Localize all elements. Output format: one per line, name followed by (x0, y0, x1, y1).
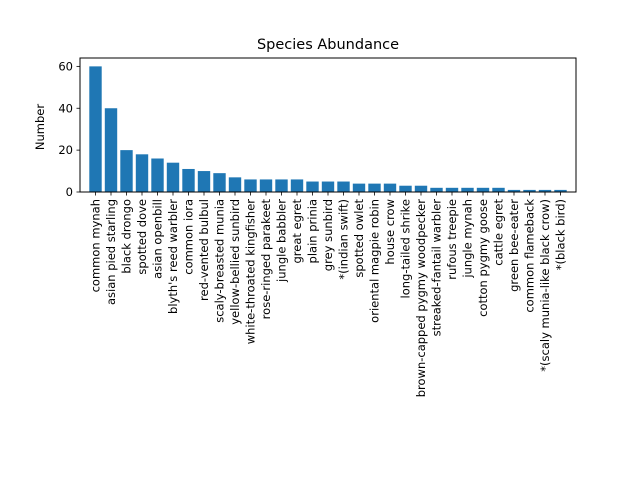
bar (275, 179, 288, 192)
chart-title: Species Abundance (257, 37, 399, 53)
x-tick-label: asian pied starling (104, 199, 118, 305)
y-axis-label: Number (33, 104, 47, 150)
x-tick-label: *(scaly munia-like black crow) (538, 199, 552, 372)
bar (414, 185, 428, 192)
x-tick-label: streaked-fantail warbler (430, 199, 444, 337)
x-tick-label: grey sunbird (321, 199, 335, 271)
bar (104, 108, 118, 192)
plot-frame (79, 57, 577, 193)
x-tick-label: common iora (182, 199, 196, 275)
bar (197, 171, 211, 192)
bar (507, 189, 521, 192)
x-tick-label: rose-ringed parakeet (259, 199, 273, 320)
bar (538, 189, 552, 192)
bar (89, 66, 102, 192)
bar (399, 185, 412, 192)
bar (523, 189, 536, 192)
x-tick-label: long-tailed shrike (399, 199, 413, 298)
bar (244, 179, 257, 192)
x-tick-label: jungle babbler (275, 199, 289, 283)
x-tick-label: cattle egret (492, 199, 506, 266)
bar (182, 168, 195, 192)
bar (120, 150, 133, 192)
x-tick-label: asian openbill (151, 199, 165, 279)
x-tick-label: great egret (290, 199, 304, 264)
y-tick-label: 0 (66, 185, 73, 199)
x-tick-label: black drongo (120, 199, 134, 274)
x-tick-label: blyth's reed warbler (166, 199, 180, 314)
bar (461, 187, 474, 192)
bar (337, 181, 350, 192)
x-tick-label: oriental magpie robin (368, 199, 382, 323)
y-axis: 0 20 40 60 (58, 59, 80, 199)
x-tick-label: spotted owlet (352, 199, 366, 278)
y-tick-label: 20 (58, 143, 73, 157)
x-tick-label: plain prinia (306, 199, 320, 263)
bar (492, 187, 505, 192)
x-tick-label: common flameback (523, 199, 537, 313)
x-tick-label: yellow-bellied sunbird (228, 199, 242, 325)
x-axis: common mynah asian pied starling black dro… (89, 192, 568, 397)
x-tick-label: brown-capped pygmy woodpecker (414, 199, 428, 398)
y-tick-label: 60 (58, 59, 73, 73)
x-tick-label: red-vented bulbul (197, 199, 211, 301)
x-tick-label: *(black bird) (554, 199, 568, 270)
bar (368, 183, 381, 192)
bar (151, 158, 164, 192)
bar (213, 173, 226, 192)
bar (430, 187, 443, 192)
x-tick-label: jungle mynah (461, 199, 475, 279)
bar (135, 154, 149, 192)
bar (166, 162, 180, 192)
bar (321, 181, 335, 192)
x-tick-label: rufous treepie (445, 199, 459, 280)
x-tick-label: cotton pygmy goose (476, 199, 490, 317)
bar (476, 187, 490, 192)
x-tick-label: spotted dove (135, 199, 149, 275)
bars-layer (89, 66, 567, 192)
bar (554, 189, 567, 192)
y-tick-label: 40 (58, 101, 73, 115)
bar (383, 183, 397, 192)
x-tick-label: scaly-breasted munia (213, 199, 227, 323)
x-tick-label: house crow (383, 199, 397, 265)
x-tick-label: green bee-eater (507, 199, 521, 292)
bar (445, 187, 459, 192)
bar (290, 179, 304, 192)
bar (306, 181, 319, 192)
x-tick-label: white-throated kingfisher (244, 199, 258, 345)
x-tick-label: *(indian swift) (337, 199, 351, 280)
bar (228, 177, 242, 192)
bar (352, 183, 366, 192)
bar (259, 179, 273, 192)
x-tick-label: common mynah (89, 199, 103, 292)
